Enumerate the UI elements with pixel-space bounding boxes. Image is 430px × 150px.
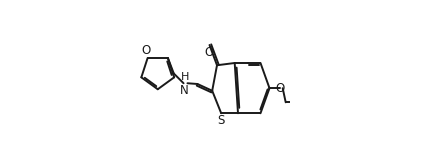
Text: O: O <box>275 82 284 95</box>
Text: O: O <box>204 46 214 59</box>
Text: S: S <box>217 114 224 127</box>
Text: H: H <box>180 72 188 83</box>
Text: N: N <box>180 84 189 97</box>
Text: O: O <box>141 44 150 57</box>
